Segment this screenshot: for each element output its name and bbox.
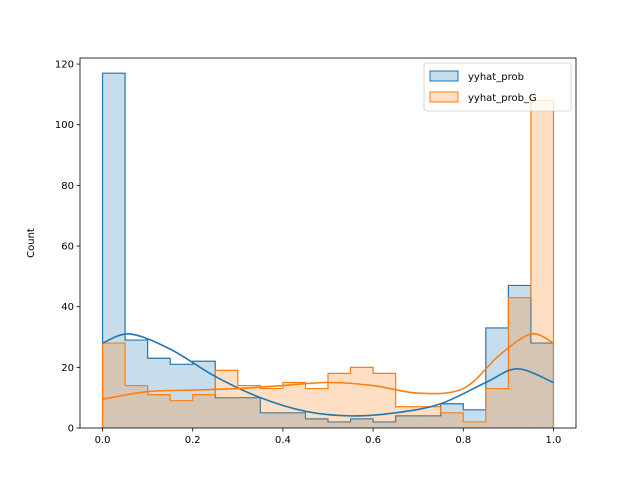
histogram-step-outline (101, 99, 555, 428)
kde-lines-layer (102, 332, 554, 417)
histogram-bar (305, 418, 328, 428)
y-tick-label: 80 (61, 181, 74, 192)
histogram-bar (305, 388, 328, 428)
y-tick-label: 40 (61, 302, 74, 313)
histogram-bar (440, 403, 464, 428)
histogram-bar (440, 412, 464, 428)
y-axis-label: Count (26, 228, 37, 258)
x-tick-label: 0.0 (95, 435, 111, 446)
histogram-bar (373, 373, 396, 428)
y-tick-label: 60 (61, 242, 74, 253)
plot-frame (79, 57, 577, 429)
x-tick-label: 1.0 (546, 435, 562, 446)
histogram-bar (530, 100, 554, 428)
legend-entry: yyhat_prob (429, 70, 524, 83)
histogram-bar (215, 397, 238, 428)
series-yyhat_prob (101, 72, 555, 428)
x-tick-label: 0.4 (275, 435, 291, 446)
histogram-bar (373, 421, 396, 428)
histogram-bar (260, 412, 283, 428)
legend-label: yyhat_prob (468, 72, 524, 83)
histogram-bar (170, 364, 193, 428)
y-tick-label: 0 (68, 424, 74, 435)
histogram-bar (102, 343, 126, 428)
histogram-bar (328, 421, 351, 428)
x-tick-label: 0.6 (365, 435, 381, 446)
histogram-bar (125, 385, 148, 428)
legend-swatch (429, 91, 459, 103)
histogram-bar (530, 343, 554, 428)
histogram-bar (463, 409, 486, 428)
histogram-bar (192, 394, 216, 428)
kde-line-yyhat_prob_G (102, 332, 554, 400)
histogram-bar (237, 397, 261, 428)
legend-entry: yyhat_prob_G (429, 91, 537, 104)
y-tick-label: 120 (55, 60, 74, 71)
x-tick-label: 0.2 (185, 435, 201, 446)
histogram-bar (463, 421, 486, 428)
histogram-bar (147, 358, 171, 428)
histogram-bar (418, 406, 441, 428)
histogram-bar (395, 415, 419, 428)
kde-line-yyhat_prob (102, 333, 554, 417)
x-tick-label: 0.8 (455, 435, 471, 446)
histogram-bar (350, 418, 374, 428)
histogram-bar (350, 367, 374, 428)
histogram-bar (418, 415, 441, 428)
legend-swatch (429, 70, 459, 82)
histogram-bar (508, 285, 531, 428)
histogram-bar (170, 400, 193, 428)
histogram-bar (102, 73, 126, 428)
axes-layer: 0.0 0.2 0.4 0.6 0.8 1.0 0 20 40 60 80 100 120 (55, 57, 577, 446)
y-tick-label: 100 (55, 120, 74, 131)
histogram-bar (328, 373, 351, 428)
histogram-step-outline (101, 72, 555, 428)
histogram-bar (282, 382, 306, 428)
legend-box (423, 62, 572, 112)
histogram-bar (508, 297, 531, 428)
histogram-bar (485, 388, 509, 428)
legend-label: yyhat_prob_G (468, 93, 537, 104)
histogram-bar (260, 388, 283, 428)
bars-layer (101, 72, 555, 428)
legend: yyhat_prob yyhat_prob_G (423, 62, 572, 112)
y-tick-label: 20 (61, 363, 74, 374)
histogram-bar (147, 394, 171, 428)
histogram-bar (282, 412, 306, 428)
histogram-bar (125, 340, 148, 428)
histogram-bar (237, 385, 261, 428)
